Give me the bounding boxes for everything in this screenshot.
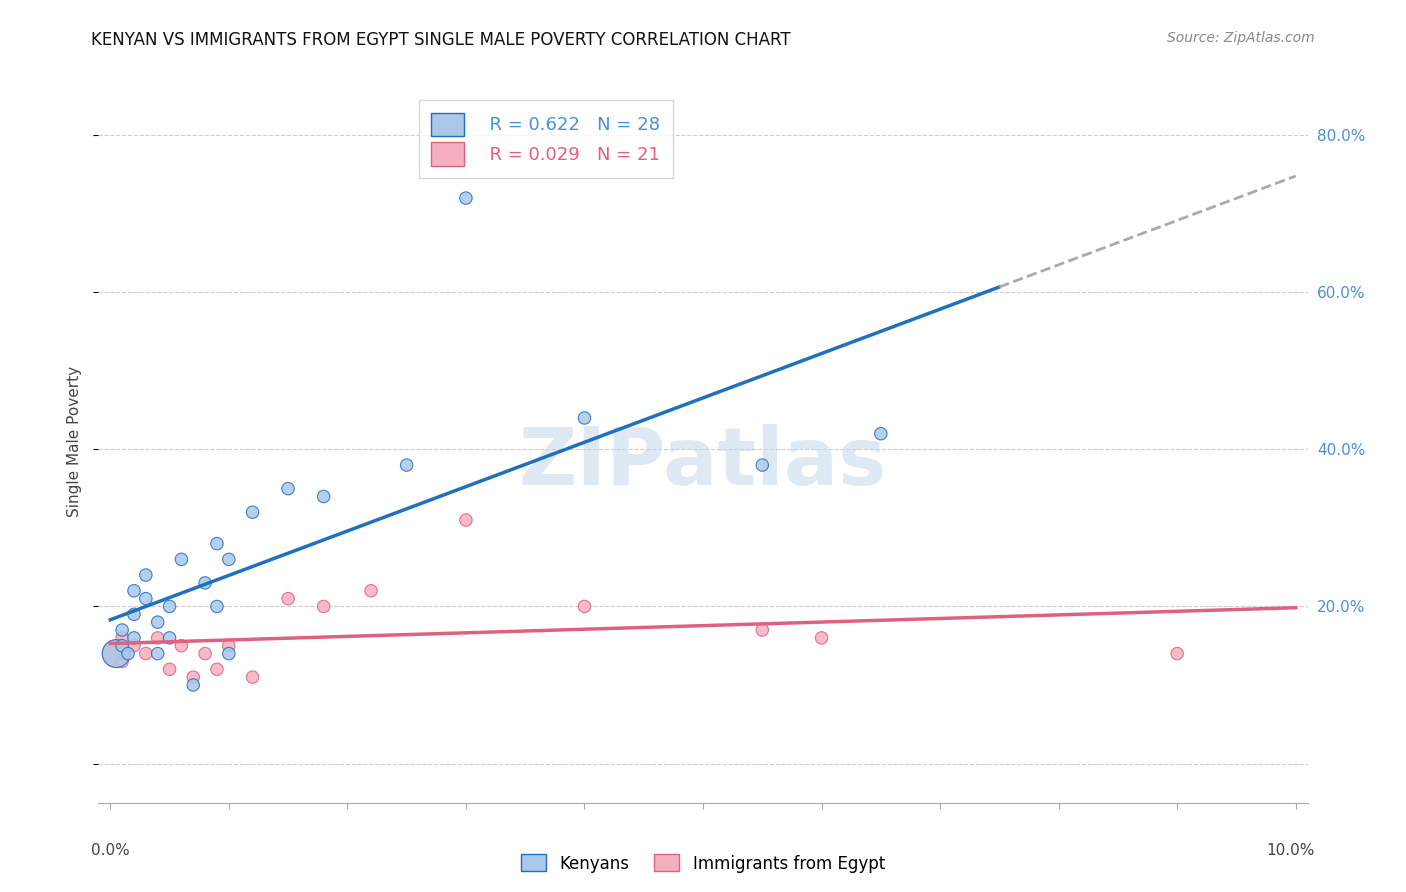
Text: 0.0%: 0.0%	[91, 843, 131, 858]
Point	[117, 647, 139, 661]
Point	[395, 458, 418, 472]
Point	[312, 599, 335, 614]
Point	[159, 631, 181, 645]
Point	[181, 678, 204, 692]
Point	[574, 411, 596, 425]
Point	[810, 631, 832, 645]
Y-axis label: Single Male Poverty: Single Male Poverty	[67, 366, 83, 517]
Point	[111, 655, 134, 669]
Point	[242, 505, 264, 519]
Point	[218, 552, 240, 566]
Point	[312, 490, 335, 504]
Point	[277, 591, 299, 606]
Point	[194, 647, 217, 661]
Point	[146, 631, 169, 645]
Point	[181, 670, 204, 684]
Point	[122, 631, 145, 645]
Text: ZIPatlas: ZIPatlas	[519, 425, 887, 502]
Point	[122, 583, 145, 598]
Point	[146, 615, 169, 630]
Point	[122, 607, 145, 622]
Point	[122, 639, 145, 653]
Point	[218, 647, 240, 661]
Point	[170, 552, 193, 566]
Point	[454, 191, 477, 205]
Point	[159, 662, 181, 676]
Point	[205, 536, 228, 550]
Point	[105, 647, 128, 661]
Point	[159, 599, 181, 614]
Point	[194, 575, 217, 590]
Legend: Kenyans, Immigrants from Egypt: Kenyans, Immigrants from Egypt	[515, 847, 891, 880]
Point	[135, 568, 157, 582]
Point	[751, 458, 773, 472]
Point	[111, 623, 134, 637]
Text: 10.0%: 10.0%	[1267, 843, 1315, 858]
Point	[454, 513, 477, 527]
Point	[111, 639, 134, 653]
Point	[242, 670, 264, 684]
Point	[751, 623, 773, 637]
Point	[135, 591, 157, 606]
Point	[111, 631, 134, 645]
Point	[218, 639, 240, 653]
Text: Source: ZipAtlas.com: Source: ZipAtlas.com	[1167, 31, 1315, 45]
Point	[146, 647, 169, 661]
Point	[105, 647, 128, 661]
Text: KENYAN VS IMMIGRANTS FROM EGYPT SINGLE MALE POVERTY CORRELATION CHART: KENYAN VS IMMIGRANTS FROM EGYPT SINGLE M…	[91, 31, 792, 49]
Point	[360, 583, 382, 598]
Point	[869, 426, 891, 441]
Point	[205, 599, 228, 614]
Point	[574, 599, 596, 614]
Point	[135, 647, 157, 661]
Point	[1166, 647, 1188, 661]
Point	[170, 639, 193, 653]
Point	[205, 662, 228, 676]
Point	[277, 482, 299, 496]
Legend:   R = 0.622   N = 28,   R = 0.029   N = 21: R = 0.622 N = 28, R = 0.029 N = 21	[419, 100, 673, 178]
